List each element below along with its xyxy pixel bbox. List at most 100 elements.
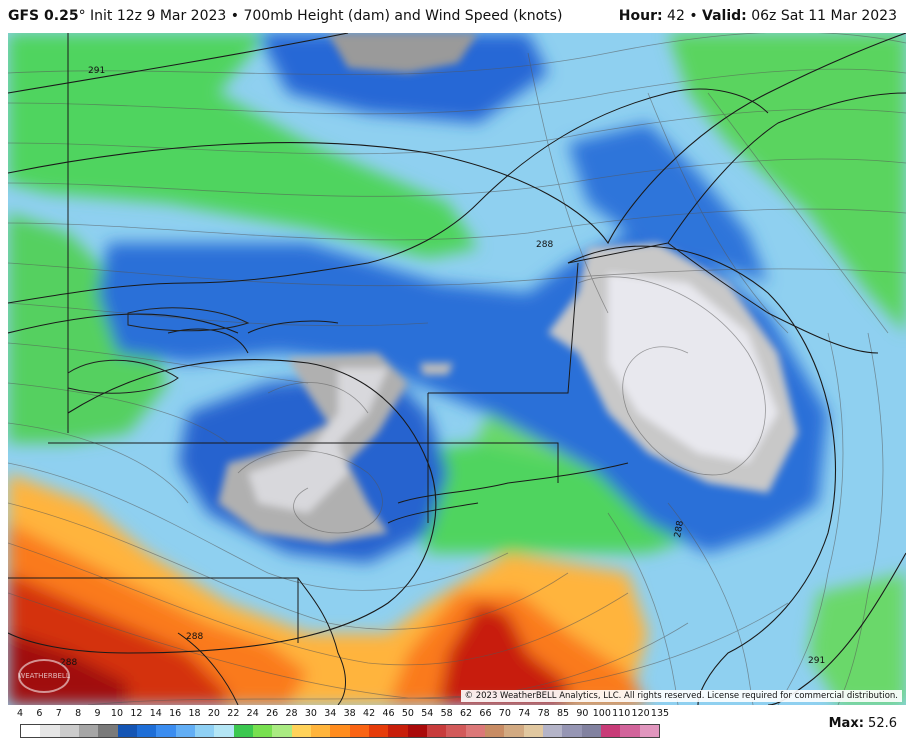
legend-tick: 100 [592, 708, 611, 719]
max-label: Max: [828, 716, 864, 731]
contour-label: 291 [808, 656, 825, 666]
legend-swatch [562, 725, 582, 737]
legend-swatch [233, 725, 253, 737]
valid-label: Valid: [702, 8, 747, 24]
legend-tick: 46 [382, 708, 395, 719]
legend-swatch [40, 725, 60, 737]
model-name: GFS 0.25 [8, 8, 79, 24]
weather-map[interactable]: 291 288 288 288 291 288 WEATHERBELL © 20… [8, 33, 906, 705]
legend-swatch [136, 725, 157, 737]
legend-swatch [21, 725, 41, 737]
legend-tick: 110 [612, 708, 631, 719]
legend-swatch [504, 725, 524, 737]
legend-swatch [156, 725, 176, 737]
legend-tick: 30 [304, 708, 317, 719]
legend-swatch [388, 725, 408, 737]
legend-tick: 7 [55, 708, 62, 719]
legend-tick: 42 [363, 708, 376, 719]
valid-value: 06z Sat 11 Mar 2023 [751, 8, 897, 24]
legend-tick: 78 [537, 708, 550, 719]
contour-label-group: 291 288 288 288 291 288 [60, 66, 825, 668]
legend-swatch [523, 725, 543, 737]
light-wind-areas [218, 33, 798, 543]
contour-label: 288 [186, 632, 203, 642]
legend-tick: 28 [285, 708, 298, 719]
lakes [67, 307, 250, 394]
legend-swatch [310, 725, 331, 737]
legend-swatch [194, 725, 215, 737]
legend-swatch [291, 725, 311, 737]
legend-tick: 26 [266, 708, 279, 719]
legend-tick: 62 [460, 708, 473, 719]
legend-swatch [465, 725, 485, 737]
contour-label: 288 [673, 520, 686, 539]
legend-color-bar [20, 724, 660, 738]
legend-swatch [175, 725, 195, 737]
legend-tick: 16 [169, 708, 182, 719]
legend-swatch [117, 725, 137, 737]
height-contours [8, 33, 906, 705]
legend-tick: 50 [401, 708, 414, 719]
copyright-notice: © 2023 WeatherBELL Analytics, LLC. All r… [460, 690, 902, 702]
contour-label: 288 [536, 240, 553, 250]
legend-tick: 10 [110, 708, 124, 719]
legend-swatch [349, 725, 369, 737]
model-suffix: ° [78, 8, 86, 24]
legend-swatch [600, 725, 621, 737]
geographic-boundaries [8, 33, 906, 705]
legend-tick: 58 [440, 708, 453, 719]
legend-swatch [368, 725, 389, 737]
legend-swatch [78, 725, 99, 737]
legend-swatch [426, 725, 447, 737]
legend-swatch [639, 725, 659, 737]
hour-value: 42 [667, 8, 685, 24]
legend-tick: 22 [227, 708, 240, 719]
contour-label: 288 [60, 658, 77, 668]
legend-swatch [484, 725, 505, 737]
legend-swatch [581, 725, 601, 737]
legend-tick: 4 [16, 708, 24, 719]
legend-tick-labels: 4 6 7 8 9 10 12 14 16 18 20 22 24 26 28 30 34 38 42 46 50 54 5… [16, 708, 669, 722]
legend-swatch [446, 725, 466, 737]
legend-tick: 70 [498, 708, 511, 719]
legend-tick: 85 [556, 708, 570, 719]
legend-tick: 90 [576, 708, 589, 719]
legend-tick: 120 [631, 708, 650, 719]
title-separator: • [230, 8, 240, 24]
legend-tick: 8 [75, 708, 82, 719]
legend-swatch [59, 725, 79, 737]
legend-tick: 34 [324, 708, 337, 719]
legend-tick: 18 [188, 708, 201, 719]
logo-text: WEATHERBELL [18, 672, 70, 680]
legend-swatch [98, 725, 118, 737]
header-bar: GFS 0.25° Init 12z 9 Mar 2023 • 700mb He… [0, 0, 913, 33]
contour-label: 291 [88, 66, 105, 76]
legend-swatch [272, 725, 292, 737]
valid-separator: • [689, 8, 698, 24]
legend-swatch [407, 725, 427, 737]
legend-tick: 38 [343, 708, 356, 719]
legend-tick: 54 [421, 708, 434, 719]
map-canvas: 291 288 288 288 291 288 [8, 33, 906, 705]
legend-swatch [542, 725, 563, 737]
max-number: 52.6 [868, 716, 897, 731]
legend-tick: 9 [94, 708, 101, 719]
valid-info: Hour: 42 • Valid: 06z Sat 11 Mar 2023 [619, 8, 897, 24]
legend-swatch [620, 725, 640, 737]
legend-swatch [330, 725, 350, 737]
weatherbell-logo: WEATHERBELL [18, 659, 70, 693]
legend-tick: 66 [479, 708, 492, 719]
legend-tick: 74 [518, 708, 531, 719]
map-title: GFS 0.25° Init 12z 9 Mar 2023 • 700mb He… [8, 8, 562, 24]
product-name: 700mb Height (dam) and Wind Speed (knots… [243, 8, 563, 24]
legend-swatch [214, 725, 234, 737]
legend-tick: 12 [130, 708, 143, 719]
legend-tick: 24 [246, 708, 259, 719]
legend-tick: 14 [149, 708, 162, 719]
hour-label: Hour: [618, 8, 663, 24]
init-time: Init 12z 9 Mar 2023 [90, 8, 227, 24]
legend-tick: 135 [650, 708, 670, 719]
max-value: Max: 52.6 [829, 716, 897, 731]
legend-tick: 6 [36, 708, 43, 719]
legend-tick: 20 [207, 708, 220, 719]
